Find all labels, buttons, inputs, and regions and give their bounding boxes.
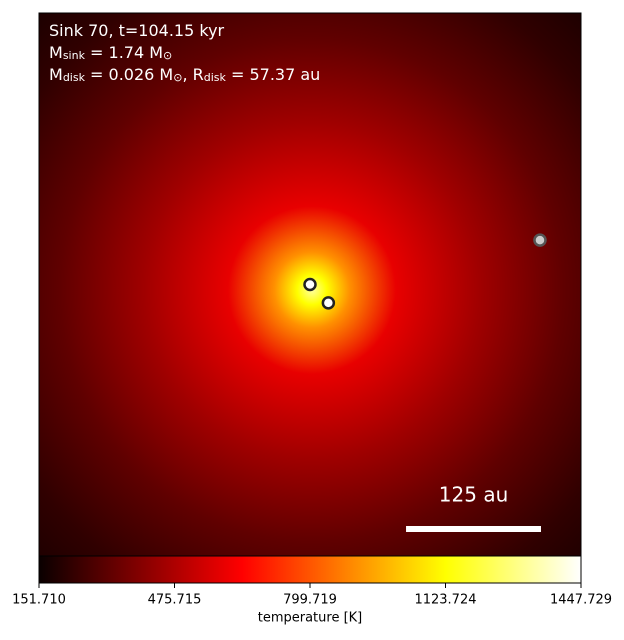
annotation-text: = 1.74 M xyxy=(85,43,163,62)
annotation-text: = 0.026 M xyxy=(85,65,173,84)
annotation-text: M xyxy=(49,65,63,84)
colorbar-tick-label: 1123.724 xyxy=(414,593,476,608)
annotation: Mdisk = 0.026 M⊙, Rdisk = 57.37 au xyxy=(49,65,320,85)
sink xyxy=(321,296,336,310)
colorbar-tick-label: 1447.729 xyxy=(550,593,612,608)
colorbar-tick-label: 475.715 xyxy=(148,593,202,608)
scale-bar-label: 125 au xyxy=(439,483,508,507)
sink xyxy=(533,233,547,247)
annotation: Sink 70, t=104.15 kyr xyxy=(49,21,225,40)
colorbar-tick-label: 151.710 xyxy=(12,593,66,608)
annotation: Msink = 1.74 M⊙ xyxy=(49,43,172,63)
annotation-subscript: ⊙ xyxy=(163,49,172,62)
annotation-subscript: sink xyxy=(63,49,86,62)
annotation-text: Sink 70, t=104.15 kyr xyxy=(49,21,225,40)
colorbar-label: temperature [K] xyxy=(258,611,363,626)
colorbar xyxy=(38,555,582,584)
annotation-subscript: ⊙ xyxy=(173,71,182,84)
sink xyxy=(303,277,317,292)
annotation-subscript: disk xyxy=(63,71,86,84)
annotation-text: = 57.37 au xyxy=(226,65,320,84)
annotation-text: , R xyxy=(182,65,203,84)
colorbar-tick-label: 799.719 xyxy=(283,593,337,608)
annotation-text: M xyxy=(49,43,63,62)
annotation-subscript: disk xyxy=(204,71,227,84)
